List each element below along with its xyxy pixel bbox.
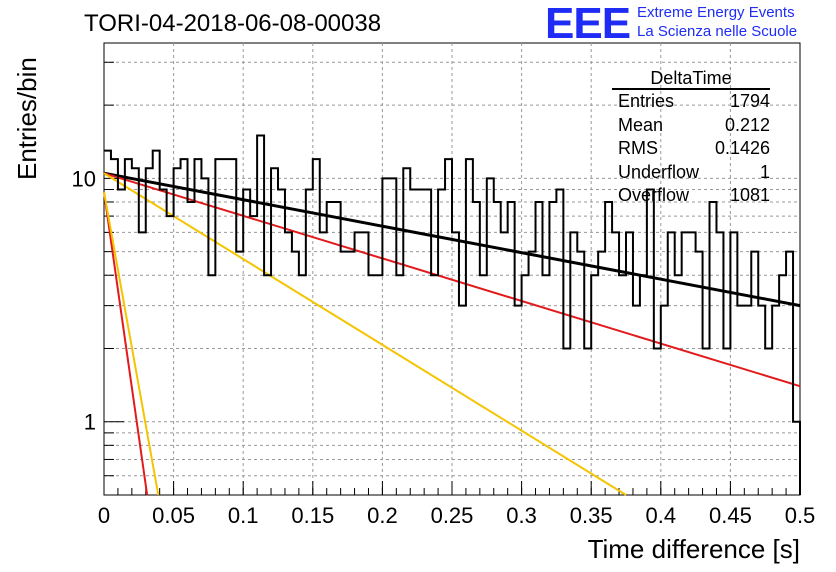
stats-row-entries: Entries 1794: [612, 90, 770, 114]
logo-caption: Extreme Energy Events La Scienza nelle S…: [637, 3, 797, 41]
stats-value: 0.1426: [714, 138, 770, 158]
stats-value: 1794: [729, 91, 770, 111]
fit-line-red-slow: [103, 172, 801, 388]
x-tick-label: 0.3: [506, 503, 537, 528]
x-tick-label: 0.4: [646, 503, 677, 528]
stats-label: Overflow: [618, 185, 690, 205]
y-tick-labels: 1 10: [72, 166, 96, 434]
stats-box: DeltaTime Entries 1794 Mean 0.212 RMS 0.142…: [612, 68, 782, 208]
x-tick-label: 0.15: [291, 503, 334, 528]
x-tick-label: 0.5: [785, 503, 816, 528]
fit-line-yellow-slow: [103, 172, 627, 496]
x-tick-label: 0: [98, 503, 110, 528]
fit-line-black-exp: [103, 171, 801, 308]
x-tick-label: 0.2: [367, 503, 398, 528]
x-tick-label: 0.05: [152, 503, 195, 528]
stats-label: Entries: [618, 91, 675, 111]
stats-row-rms: RMS 0.1426: [612, 137, 770, 161]
stats-value: 1: [759, 161, 770, 182]
x-tick-label: 0.1: [228, 503, 259, 528]
x-tick-label: 0.35: [570, 503, 613, 528]
x-tick-label: 0.45: [709, 503, 752, 528]
fit-lines: [103, 171, 801, 496]
logo-caption-line2: La Scienza nelle Scuole: [637, 23, 798, 40]
eee-logo: EEE: [545, 0, 631, 48]
stats-value: 1081: [729, 185, 770, 205]
stats-value: 0.212: [724, 114, 770, 135]
x-axis-label: Time difference [s]: [587, 534, 800, 564]
y-tick-label: 1: [84, 410, 96, 435]
histogram-series: [104, 134, 801, 495]
stats-title: DeltaTime: [612, 68, 770, 90]
y-axis-label: Entries/bin: [12, 57, 42, 180]
logo-caption-line1: Extreme Energy Events: [637, 4, 795, 21]
x-tick-label: 0.25: [431, 503, 474, 528]
fit-line-yellow-fast: [103, 191, 160, 496]
stats-row-mean: Mean 0.212: [612, 114, 770, 138]
fit-line-red-fast: [103, 191, 149, 496]
x-tick-labels: 0 0.05 0.1 0.15 0.2 0.25 0.3 0.35 0.4 0.45 0.5: [98, 503, 815, 528]
stats-label: RMS: [618, 138, 658, 158]
stats-label: Mean: [618, 114, 664, 135]
stats-row-overflow: Overflow 1081: [612, 184, 770, 208]
stats-row-underflow: Underflow 1: [612, 161, 770, 185]
chart-title: TORI-04-2018-06-08-00038: [84, 10, 382, 37]
y-tick-label: 10: [72, 166, 96, 191]
stats-label: Underflow: [618, 161, 700, 182]
